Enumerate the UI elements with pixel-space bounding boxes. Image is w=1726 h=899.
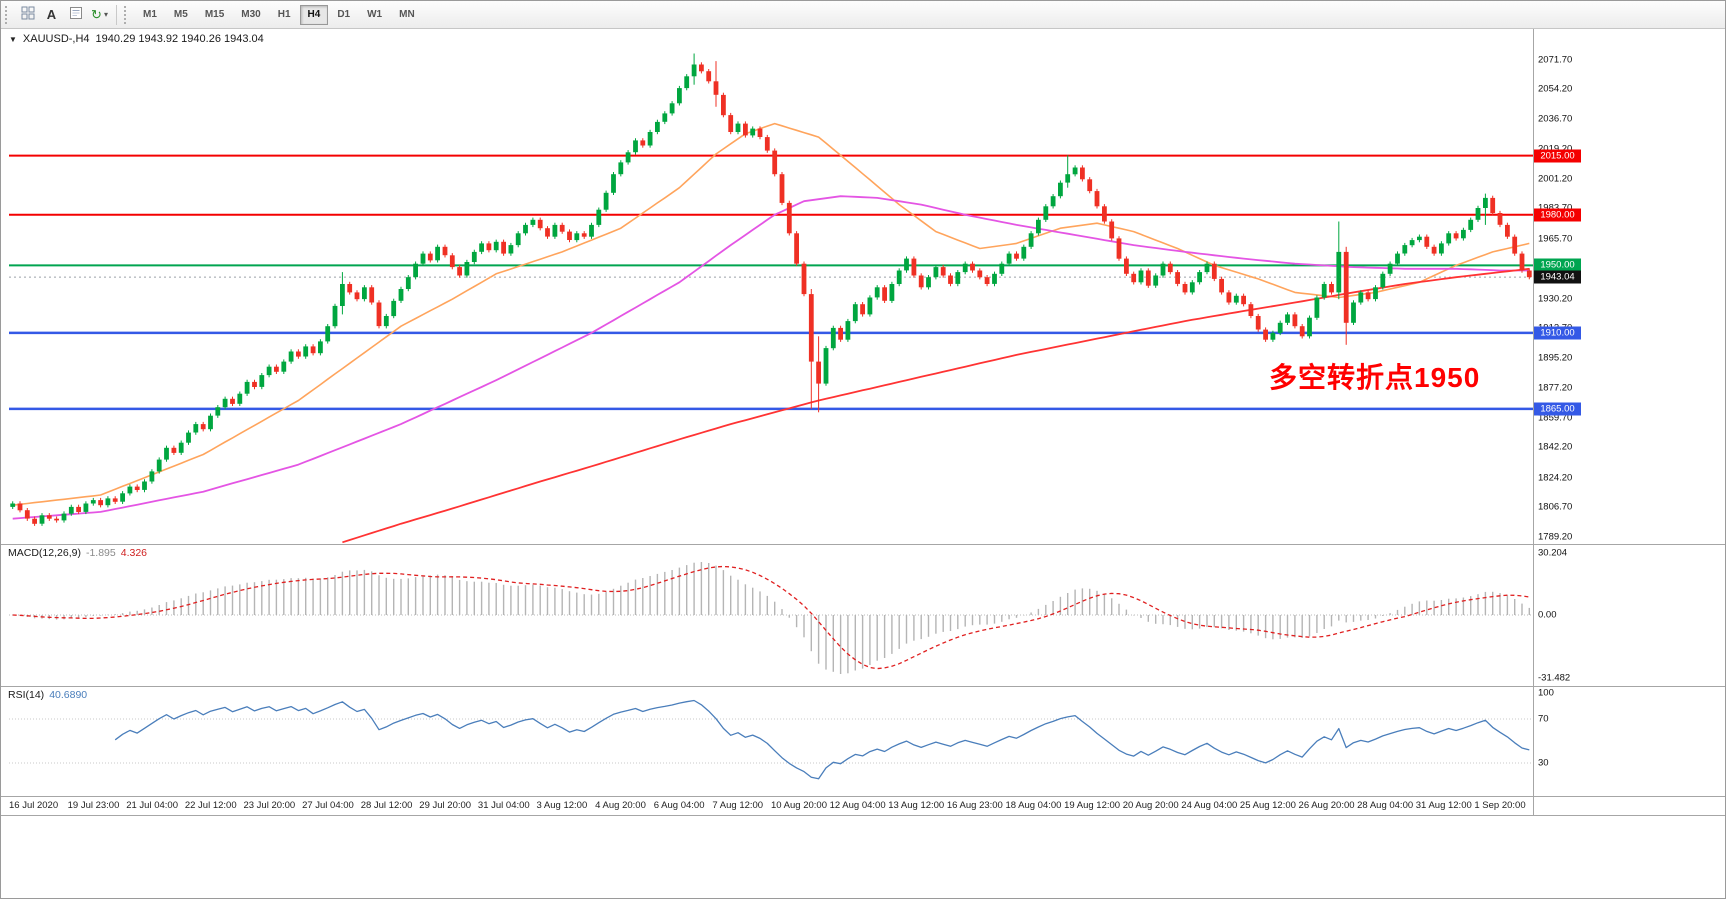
time-axis-label: 19 Jul 23:00	[67, 800, 120, 811]
ma-orange	[12, 122, 1530, 506]
dropdown-chevron-icon: ▾	[103, 10, 108, 19]
symbol-title: XAUUSD-,H4	[22, 33, 90, 45]
chart-window-button[interactable]	[64, 4, 87, 26]
ma-magenta	[12, 195, 1530, 520]
level-badge: 1950.00	[1534, 258, 1581, 272]
macd-axis-label: 30.204	[1538, 547, 1568, 559]
time-axis-label: 21 Jul 04:00	[126, 800, 178, 811]
time-axis-label: 26 Aug 20:00	[1298, 800, 1355, 811]
price-axis-label: 2001.20	[1538, 173, 1573, 185]
time-axis-label: 1 Sep 20:00	[1474, 800, 1526, 811]
tf-w1-button[interactable]: W1	[359, 5, 390, 25]
price-axis-label: 1965.70	[1538, 233, 1573, 245]
time-axis-label: 25 Aug 12:00	[1239, 800, 1296, 811]
price-axis-label: 1930.20	[1538, 293, 1573, 305]
time-axis-label: 31 Aug 12:00	[1415, 800, 1472, 811]
tf-m5-button[interactable]: M5	[166, 5, 196, 25]
rsi-axis-label: 70	[1538, 713, 1549, 725]
rsi-line	[114, 699, 1530, 780]
tf-h4-button[interactable]: H4	[299, 4, 329, 25]
rsi-value: 40.6890	[49, 689, 88, 701]
rsi-label: RSI(14) 40.6890	[8, 689, 87, 701]
time-axis-label: 12 Aug 04:00	[829, 800, 886, 811]
time-axis-label: 23 Jul 20:00	[243, 800, 296, 811]
time-axis-label: 24 Aug 04:00	[1181, 800, 1238, 811]
text-annotation-button[interactable]: A	[40, 4, 63, 26]
time-axis-label: 6 Aug 04:00	[653, 800, 705, 811]
price-axis-label: 2036.70	[1538, 113, 1573, 125]
time-axis-label: 27 Jul 04:00	[302, 800, 354, 811]
macd-main-value: -1.895	[85, 547, 116, 559]
time-axis-label: 7 Aug 12:00	[712, 800, 764, 811]
macd-label: MACD(12,26,9) -1.895 4.326	[8, 547, 147, 559]
ma-lines	[12, 122, 1530, 544]
tf-m1-button[interactable]: M1	[135, 5, 165, 25]
time-axis-label: 18 Aug 04:00	[1005, 800, 1062, 811]
price-axis-label: 1895.20	[1538, 352, 1573, 364]
time-axis-label: 22 Jul 12:00	[184, 800, 237, 811]
price-axis-label: 1789.20	[1538, 531, 1573, 543]
price-axis-label: 1806.70	[1538, 501, 1573, 513]
toolbar: A ↻ ▾ M1 M5 M15 M30 H1 H4 D1 W1 MN	[1, 1, 1725, 29]
time-axis-label: 28 Aug 04:00	[1357, 800, 1414, 811]
document-icon	[69, 6, 83, 23]
tf-m15-button[interactable]: M15	[197, 5, 232, 25]
pane-separators	[1, 29, 1725, 816]
price-axis-label: 1877.20	[1538, 382, 1573, 394]
chart-grid-icon	[21, 6, 35, 23]
price-axis-label: 1842.20	[1538, 441, 1573, 453]
rsi-axis-label: 30	[1538, 757, 1549, 769]
level-badge: 1980.00	[1534, 208, 1581, 222]
level-badge: 2015.00	[1534, 149, 1581, 163]
annotation-text: 多空转折点1950	[1269, 362, 1481, 393]
rsi-axis-label: 100	[1538, 687, 1554, 699]
refresh-dropdown-button[interactable]: ↻ ▾	[88, 4, 111, 26]
time-axis-label: 29 Jul 20:00	[419, 800, 472, 811]
time-axis-label: 13 Aug 12:00	[888, 800, 945, 811]
time-axis-label: 4 Aug 20:00	[595, 800, 646, 811]
time-axis-label: 16 Jul 2020	[9, 800, 59, 811]
toolbar-grip[interactable]	[124, 5, 130, 24]
price-axis-label: 2071.70	[1538, 54, 1573, 66]
price-axis-label: 1824.20	[1538, 472, 1573, 484]
rsi-name: RSI(14)	[8, 689, 45, 701]
time-axis-label: 20 Aug 20:00	[1122, 800, 1179, 811]
tf-m30-button[interactable]: M30	[233, 5, 268, 25]
rsi-pane-graphics	[9, 699, 1533, 780]
current-price-badge: 1943.04	[1534, 270, 1581, 284]
chart-area[interactable]: ▼ XAUUSD-,H4 1940.29 1943.92 1940.26 194…	[1, 29, 1726, 816]
time-axis-label: 3 Aug 12:00	[536, 800, 588, 811]
price-axis-label: 1859.70	[1538, 412, 1573, 424]
candlestick-series	[10, 53, 1532, 526]
symbol-collapse-icon[interactable]: ▼	[9, 34, 17, 44]
text-a-icon: A	[46, 7, 57, 22]
macd-name: MACD(12,26,9)	[8, 547, 81, 559]
macd-axis-label: 0.00	[1538, 609, 1557, 621]
level-badge: 1865.00	[1534, 402, 1581, 416]
tf-d1-button[interactable]: D1	[329, 5, 358, 25]
tf-h1-button[interactable]: H1	[270, 5, 299, 25]
tf-mn-button[interactable]: MN	[391, 5, 423, 25]
time-axis-label: 31 Jul 04:00	[477, 800, 530, 811]
refresh-icon: ↻	[91, 7, 102, 22]
toolbar-grip[interactable]	[5, 5, 11, 24]
symbol-ohlc: 1940.29 1943.92 1940.26 1943.04	[95, 33, 264, 45]
time-axis-label: 28 Jul 12:00	[360, 800, 413, 811]
chart-canvas[interactable]	[1, 29, 1726, 816]
macd-axis-label: -31.482	[1538, 672, 1571, 684]
macd-signal-value: 4.326	[120, 547, 148, 559]
chart-grid-button[interactable]	[16, 4, 39, 26]
price-axis-label: 2054.20	[1538, 83, 1573, 95]
macd-pane-graphics	[9, 562, 1533, 674]
time-axis-label: 16 Aug 23:00	[946, 800, 1003, 811]
toolbar-separator	[116, 4, 117, 25]
level-badge: 1910.00	[1534, 326, 1581, 340]
ma-red	[342, 267, 1530, 544]
time-axis-label: 10 Aug 20:00	[771, 800, 827, 811]
symbol-info[interactable]: ▼ XAUUSD-,H4 1940.29 1943.92 1940.26 194…	[9, 33, 264, 45]
time-axis-label: 19 Aug 12:00	[1064, 800, 1121, 811]
